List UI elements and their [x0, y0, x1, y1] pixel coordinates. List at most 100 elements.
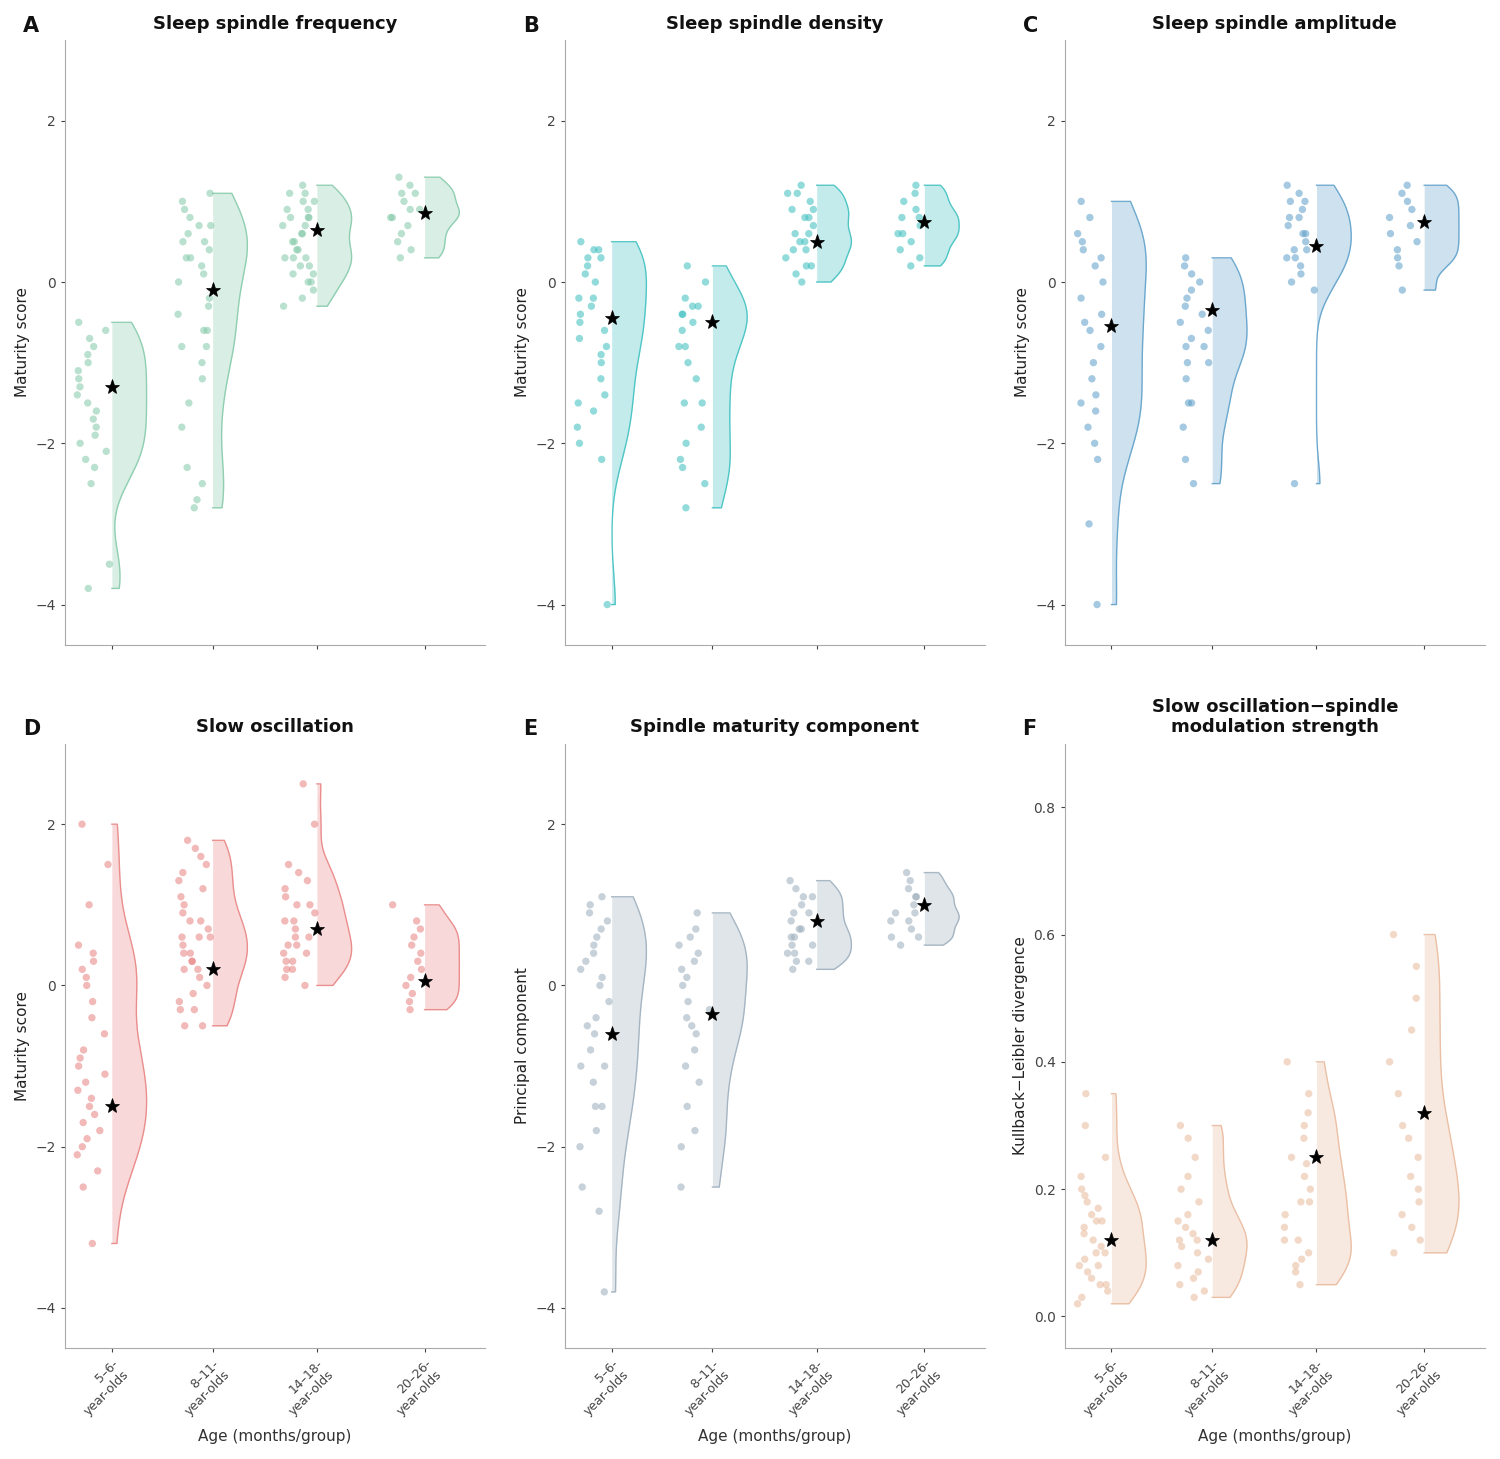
Point	[1190, 302, 1214, 325]
Point	[190, 1014, 214, 1037]
Point	[590, 343, 613, 366]
Point	[190, 877, 214, 900]
Point	[189, 254, 213, 277]
Point	[78, 327, 102, 350]
Point	[70, 1110, 94, 1134]
Point	[410, 941, 434, 964]
Point	[286, 861, 310, 884]
Point	[790, 270, 814, 293]
Point	[1166, 1210, 1190, 1233]
Point	[674, 286, 698, 309]
Point	[84, 400, 108, 423]
Point	[93, 1062, 117, 1085]
Point	[1407, 1191, 1431, 1214]
Point	[586, 1199, 610, 1223]
Point	[1089, 336, 1113, 359]
Point	[273, 247, 297, 270]
Point	[1173, 254, 1197, 277]
Point	[1082, 352, 1106, 375]
Point	[183, 496, 207, 519]
Title: Slow oscillation: Slow oscillation	[196, 718, 354, 737]
Point	[1280, 270, 1304, 293]
Point	[783, 941, 807, 964]
Point	[794, 238, 818, 261]
Point	[171, 934, 195, 957]
Point	[675, 1094, 699, 1118]
Point	[682, 950, 706, 973]
Point	[1377, 1050, 1401, 1074]
Point	[794, 231, 818, 254]
Point	[1298, 1191, 1322, 1214]
Point	[296, 198, 320, 222]
Point	[1186, 1191, 1210, 1214]
Point	[176, 829, 200, 852]
Point	[1390, 1113, 1414, 1137]
Point	[898, 254, 922, 277]
Point	[582, 400, 606, 423]
Point	[788, 918, 812, 941]
Point	[1072, 1247, 1096, 1271]
Point	[1274, 1204, 1298, 1227]
Point	[296, 270, 320, 293]
Point	[879, 925, 903, 948]
Point	[801, 214, 825, 238]
Point	[276, 854, 300, 877]
Point	[66, 311, 90, 334]
Point	[888, 238, 912, 261]
Point	[897, 909, 921, 932]
Point	[590, 918, 613, 941]
Point	[582, 1023, 606, 1046]
Point	[390, 222, 414, 245]
Point	[78, 1094, 102, 1118]
Point	[784, 950, 808, 973]
Point	[81, 336, 105, 359]
Point	[170, 336, 194, 359]
Point	[195, 854, 219, 877]
Point	[1172, 416, 1196, 439]
Point	[1378, 222, 1402, 245]
Point	[1070, 1177, 1094, 1201]
Point	[290, 222, 314, 245]
Point	[669, 448, 693, 471]
Point	[392, 190, 416, 213]
Point	[1302, 279, 1326, 302]
Point	[1408, 1228, 1432, 1252]
Point	[68, 1046, 92, 1069]
Point	[776, 181, 800, 204]
Point	[196, 295, 220, 318]
Point	[1179, 279, 1203, 302]
Point	[1089, 247, 1113, 270]
Point	[904, 198, 928, 222]
Point	[1395, 190, 1419, 213]
Point	[678, 925, 702, 948]
Point	[66, 1078, 90, 1102]
Point	[1293, 1164, 1317, 1188]
Point	[1288, 1191, 1312, 1214]
Point	[594, 336, 618, 359]
Point	[390, 181, 414, 204]
Point	[789, 918, 813, 941]
Point	[681, 295, 705, 318]
Point	[778, 870, 802, 893]
Point	[81, 941, 105, 964]
Point	[582, 238, 606, 261]
Point	[1287, 206, 1311, 229]
Point	[1382, 924, 1406, 947]
Point	[190, 352, 214, 375]
Point	[82, 455, 106, 479]
Point	[298, 270, 322, 293]
Point	[1070, 1164, 1094, 1188]
Point	[1090, 270, 1114, 293]
Title: Sleep spindle density: Sleep spindle density	[666, 15, 884, 34]
Point	[902, 893, 926, 916]
Point	[190, 368, 214, 391]
Point	[68, 375, 92, 398]
Point	[566, 391, 590, 414]
Point	[399, 966, 423, 989]
Point	[1086, 448, 1110, 471]
Point	[1406, 231, 1429, 254]
Point	[792, 886, 816, 909]
Point	[903, 902, 927, 925]
Point	[586, 238, 610, 261]
Point	[1072, 1183, 1096, 1207]
